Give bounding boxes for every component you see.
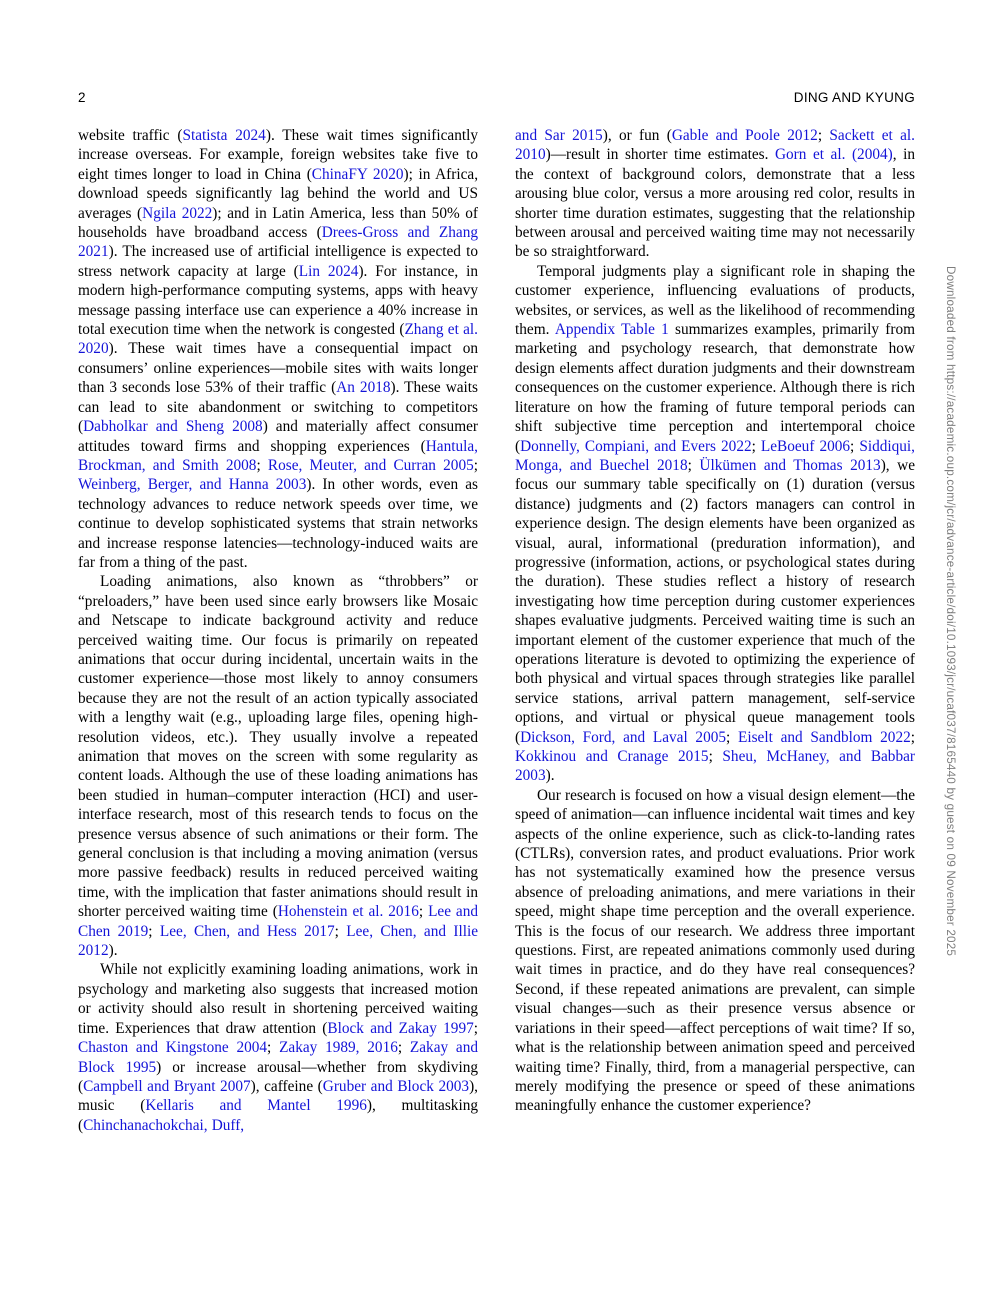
paragraph: Loading animations, also known as “throb… bbox=[78, 573, 479, 960]
citation-link[interactable]: and Sar 2015 bbox=[515, 127, 603, 144]
citation-link[interactable]: Chinchanachokchai, Duff, bbox=[83, 1116, 245, 1134]
citation-link[interactable]: Donnelly, Compiani, and Evers 2022 bbox=[520, 437, 752, 455]
citation-link[interactable]: Gruber and Block 2003 bbox=[322, 1077, 470, 1095]
citation-link[interactable]: Chaston and Kingstone 2004 bbox=[78, 1039, 268, 1057]
citation-link[interactable]: Hantula, Brockman, and Smith 2008 bbox=[78, 437, 478, 474]
citation-link[interactable]: Sackett et al. 2010 bbox=[515, 127, 915, 164]
citation-link[interactable]: Siddiqui, Monga, and Buechel 2018 bbox=[515, 437, 916, 474]
citation-link[interactable]: Block and Zakay 1997 bbox=[327, 1019, 474, 1037]
citation-link[interactable]: LeBoeuf 2006 bbox=[760, 437, 851, 455]
citation-link[interactable]: Gable and Poole 2012 bbox=[671, 127, 818, 144]
citation-link[interactable]: Zakay and Block 1995 bbox=[78, 1039, 478, 1076]
citation-link[interactable]: Lee and Chen 2019 bbox=[78, 903, 479, 940]
citation-link[interactable]: Lin 2024 bbox=[298, 262, 359, 280]
citation-link[interactable]: Kokkinou and Cranage 2015 bbox=[515, 748, 709, 765]
paragraph: Temporal judgments play a significant ro… bbox=[515, 262, 916, 785]
citation-link[interactable]: Dickson, Ford, and Laval 2005 bbox=[520, 728, 727, 746]
paragraph: Our research is focused on how a visual … bbox=[515, 786, 915, 1115]
citation-link[interactable]: Kellaris and Mantel 1996 bbox=[145, 1097, 367, 1115]
citation-link[interactable]: Hohenstein et al. 2016 bbox=[277, 903, 419, 921]
citation-link[interactable]: Campbell and Bryant 2007 bbox=[83, 1077, 251, 1095]
running-header: 2 DING AND KYUNG bbox=[78, 90, 915, 105]
citation-link[interactable]: Rose, Meuter, and Curran 2005 bbox=[267, 456, 474, 474]
citation-link[interactable]: Zakay 1989, 2016 bbox=[279, 1039, 398, 1057]
citation-link[interactable]: ChinaFY 2020 bbox=[311, 165, 404, 183]
citation-link[interactable]: Eiselt and Sandblom 2022 bbox=[738, 728, 911, 746]
citation-link[interactable]: Sheu, McHaney, and Babbar 2003 bbox=[515, 748, 915, 785]
column-right: and Sar 2015), or fun (Gable and Poole 2… bbox=[515, 126, 915, 1135]
citation-link[interactable]: Weinberg, Berger, and Hanna 2003 bbox=[78, 476, 307, 494]
citation-link[interactable]: Dabholkar and Sheng 2008 bbox=[83, 418, 263, 436]
citation-link[interactable]: Lee, Chen, and Hess 2017 bbox=[159, 922, 335, 940]
paragraph: and Sar 2015), or fun (Gable and Poole 2… bbox=[515, 127, 915, 261]
column-left: website traffic (Statista 2024). These w… bbox=[78, 126, 478, 1135]
citation-link[interactable]: Ngila 2022 bbox=[142, 204, 213, 222]
citation-link[interactable]: An 2018 bbox=[336, 379, 391, 397]
citation-link[interactable]: Gorn et al. (2004) bbox=[774, 146, 893, 164]
paragraph: While not explicitly examining loading a… bbox=[78, 961, 479, 1134]
citation-link[interactable]: Ülkümen and Thomas 2013 bbox=[699, 456, 881, 474]
citation-link[interactable]: Drees-Gross and Zhang 2021 bbox=[78, 224, 478, 261]
citation-link[interactable]: Appendix Table 1 bbox=[554, 321, 669, 339]
citation-link[interactable]: Statista 2024 bbox=[182, 127, 266, 144]
download-watermark: Downloaded from https://academic.oup.com… bbox=[944, 266, 957, 957]
page-number: 2 bbox=[78, 90, 86, 105]
citation-link[interactable]: Zhang et al. 2020 bbox=[78, 321, 478, 358]
two-column-body: website traffic (Statista 2024). These w… bbox=[78, 126, 915, 1135]
paragraph: website traffic (Statista 2024). These w… bbox=[78, 127, 479, 571]
citation-link[interactable]: Lee, Chen, and Illie 2012 bbox=[78, 922, 478, 960]
running-head-authors: DING AND KYUNG bbox=[793, 90, 915, 105]
